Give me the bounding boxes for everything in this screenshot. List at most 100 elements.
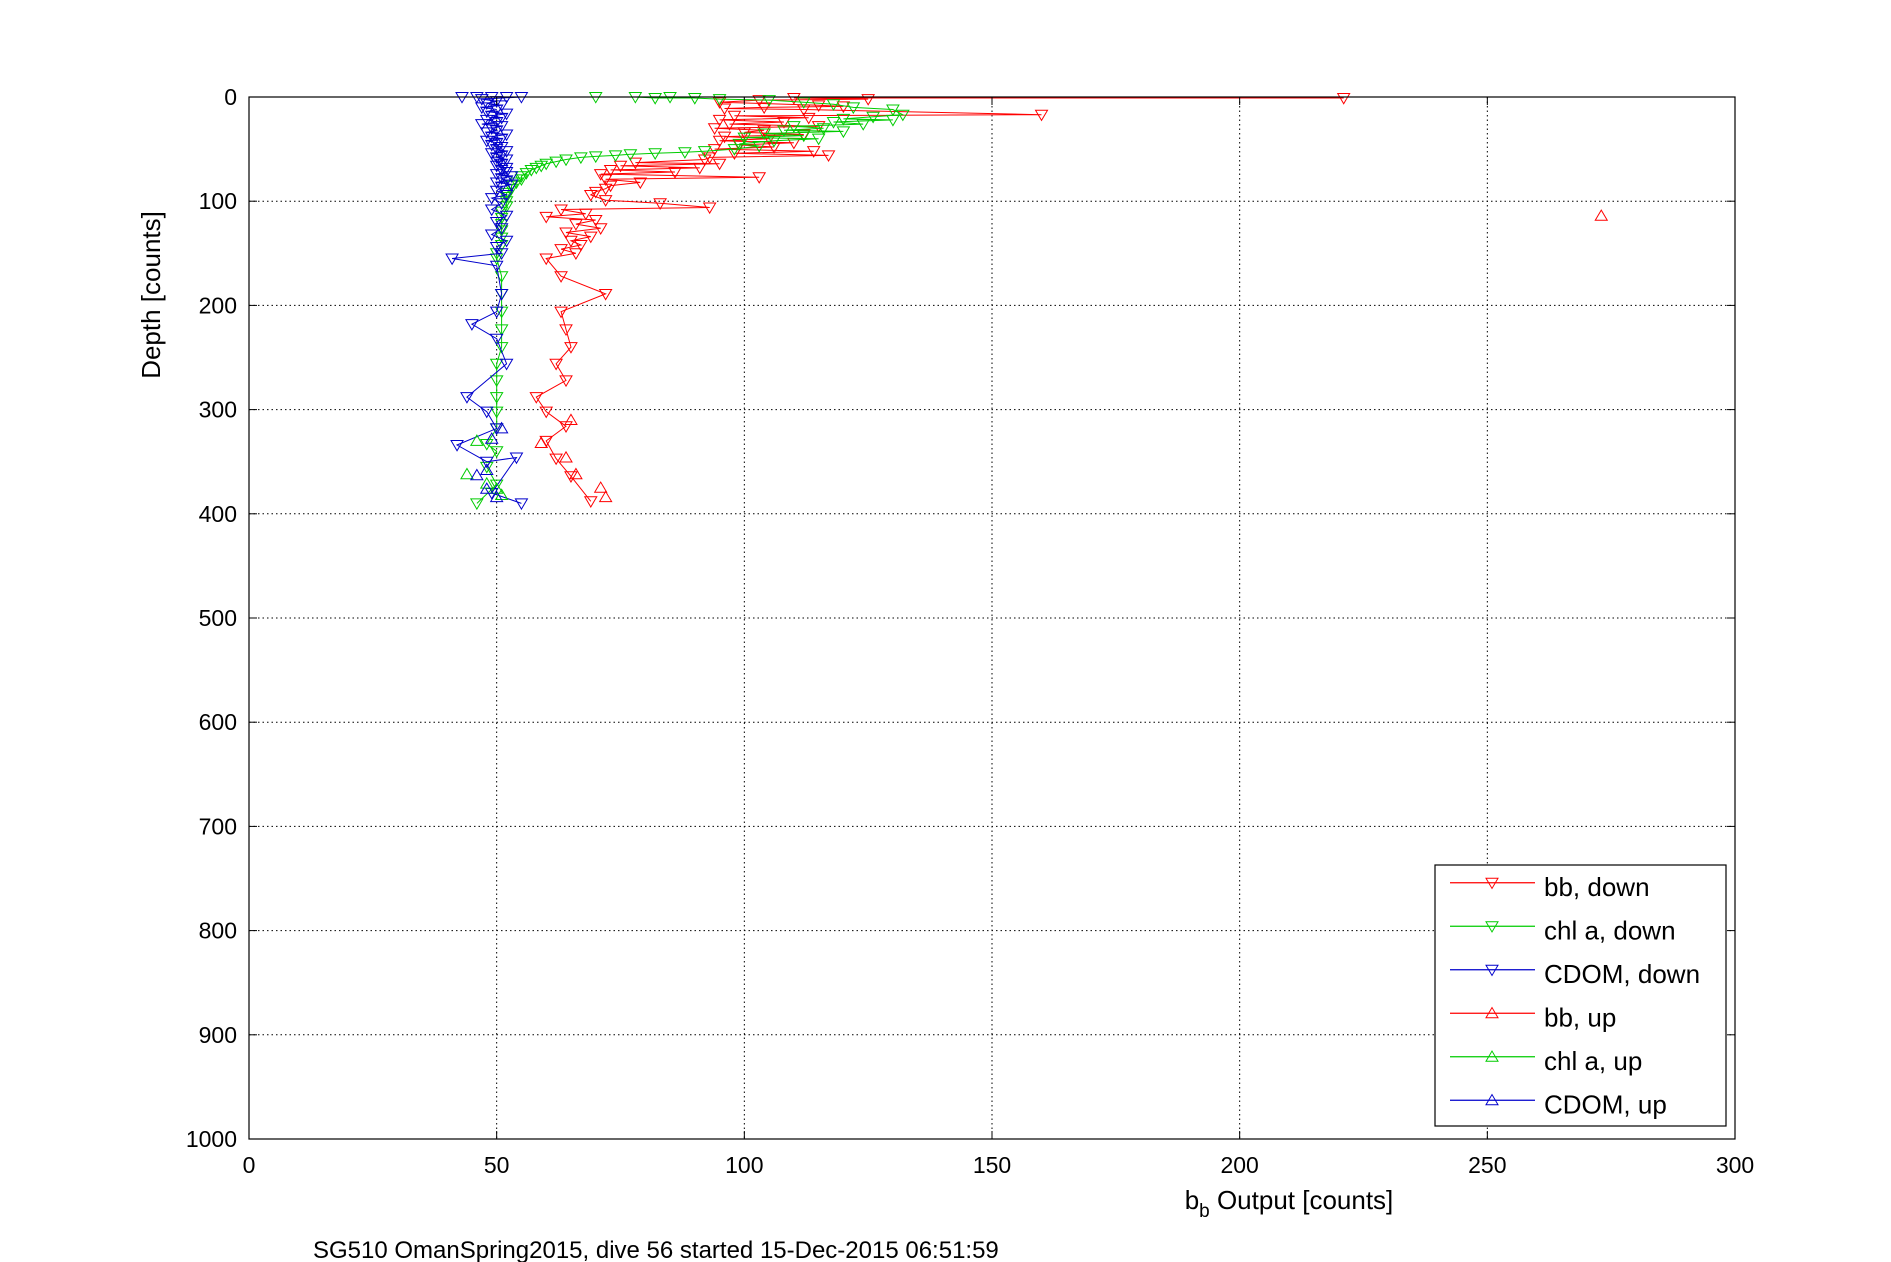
data-point: [886, 104, 900, 117]
legend-item: CDOM, down: [1450, 959, 1700, 989]
data-point: [504, 179, 519, 192]
data-point: [534, 436, 549, 448]
data-point: [1594, 209, 1609, 221]
data-point: [554, 204, 568, 217]
series-3: [534, 209, 1609, 503]
data-point: [564, 413, 578, 426]
data-point: [489, 479, 504, 492]
data-point: [727, 110, 742, 123]
data-point: [484, 432, 499, 444]
data-point: [494, 173, 509, 185]
data-point: [697, 154, 712, 167]
data-point: [811, 133, 826, 146]
data-point: [489, 490, 504, 503]
data-point: [479, 114, 494, 127]
data-point: [603, 164, 618, 177]
legend-label: CDOM, up: [1544, 1089, 1667, 1119]
data-point: [836, 126, 851, 139]
y-tick-label: 300: [199, 397, 237, 423]
data-point: [479, 456, 494, 469]
data-point: [469, 498, 484, 511]
data-point: [539, 211, 554, 224]
x-tick-label: 250: [1468, 1152, 1506, 1178]
data-point: [479, 135, 494, 148]
series-0: [529, 93, 1351, 508]
legend-marker: [1485, 1093, 1499, 1106]
data-point: [1336, 93, 1351, 105]
y-tick-label: 0: [224, 84, 237, 110]
data-point: [559, 375, 573, 388]
data-point: [474, 94, 489, 106]
y-tick-label: 700: [199, 813, 237, 839]
x-axis-label-rest: Output [counts]: [1210, 1185, 1394, 1215]
data-point: [786, 93, 801, 105]
data-point: [534, 160, 549, 173]
data-point: [564, 471, 578, 483]
data-point: [479, 438, 494, 451]
data-point: [479, 406, 494, 419]
data-point: [668, 167, 682, 179]
data-point: [489, 392, 504, 404]
data-point: [484, 204, 499, 217]
data-point: [499, 358, 514, 371]
data-point: [489, 375, 504, 388]
y-tick-label: 1000: [186, 1126, 237, 1152]
data-point: [598, 174, 613, 187]
data-point: [861, 94, 876, 106]
legend-item: bb, up: [1450, 1002, 1616, 1032]
data-point: [554, 244, 568, 256]
data-point: [796, 104, 811, 117]
data-point: [484, 131, 499, 144]
data-point: [479, 482, 494, 494]
data-point: [499, 129, 514, 142]
data-point: [757, 125, 772, 138]
legend-marker: [1485, 877, 1499, 890]
data-point: [598, 183, 613, 196]
data-point: [519, 168, 534, 180]
y-tick-label: 500: [199, 605, 237, 631]
data-point: [717, 131, 732, 144]
legend-label: CDOM, down: [1544, 959, 1700, 989]
data-point: [628, 157, 643, 170]
data-point: [648, 93, 663, 105]
data-point: [648, 148, 663, 160]
data-point: [786, 121, 801, 133]
data-point: [484, 139, 499, 152]
data-point: [702, 152, 717, 165]
data-point: [588, 186, 603, 199]
data-point: [564, 342, 578, 354]
legend-item: chl a, down: [1450, 915, 1676, 945]
data-point: [474, 119, 489, 131]
x-tick-label: 300: [1716, 1152, 1754, 1178]
data-point: [559, 154, 573, 167]
legend-marker: [1485, 921, 1499, 933]
data-point: [445, 253, 459, 266]
data-point: [796, 97, 811, 109]
data-point: [712, 114, 727, 127]
data-point: [613, 160, 628, 173]
axis-ticks: 0 50 100 150 200 250 300 0 100 200 300 400 500 600 700…: [186, 84, 1754, 1178]
data-point: [549, 358, 563, 371]
data-point: [767, 142, 781, 154]
data-point: [777, 117, 791, 129]
data-point: [732, 139, 747, 152]
y-tick-label: 900: [199, 1022, 237, 1048]
data-point: [489, 358, 504, 371]
data-point: [489, 117, 504, 129]
data-point: [569, 467, 583, 480]
data-point: [489, 137, 504, 150]
series-5: [469, 421, 509, 503]
data-point: [801, 112, 816, 125]
x-axis-label-b: b: [1185, 1185, 1199, 1215]
data-point: [499, 192, 514, 204]
data-point: [549, 453, 563, 466]
data-point: [514, 171, 529, 183]
data-point: [479, 127, 494, 140]
data-point: [489, 446, 504, 458]
data-point: [707, 123, 722, 135]
data-point: [494, 181, 509, 194]
data-point: [816, 123, 831, 135]
data-point: [514, 498, 529, 511]
data-point: [489, 152, 504, 165]
